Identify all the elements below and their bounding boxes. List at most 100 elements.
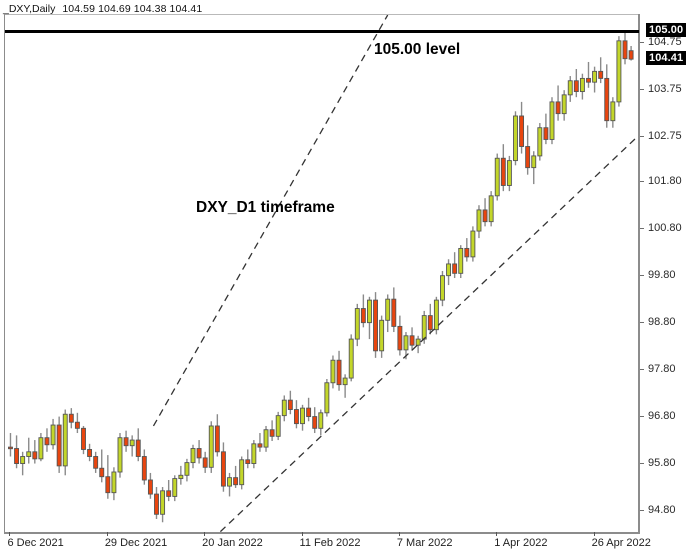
price-axis-line	[638, 14, 640, 533]
candle	[525, 125, 531, 175]
price-plot-area[interactable]	[4, 14, 639, 534]
candle	[318, 409, 324, 436]
candle	[573, 69, 579, 98]
date-axis-line	[4, 532, 640, 534]
candle	[506, 155, 512, 192]
candle	[391, 287, 397, 333]
date-tick	[593, 532, 595, 536]
candle	[446, 259, 452, 286]
candle	[616, 36, 622, 107]
candle	[306, 397, 312, 422]
candle	[141, 449, 147, 485]
candle	[166, 479, 172, 502]
date-tick	[9, 532, 11, 536]
price-label: 99.80	[648, 268, 676, 281]
price-label: 103.75	[648, 83, 682, 96]
candle	[476, 205, 482, 239]
candle	[26, 437, 32, 464]
date-tick	[398, 532, 400, 536]
candle	[488, 191, 494, 227]
date-tick	[496, 532, 498, 536]
candle	[360, 294, 366, 328]
candle	[287, 390, 293, 415]
candle	[56, 416, 62, 473]
date-axis[interactable]: 6 Dec 2021 29 Dec 2021 20 Jan 2022 11 Feb 2…	[0, 532, 692, 553]
candle	[111, 467, 117, 501]
candle	[519, 101, 525, 154]
date-label: 1 Apr 2022	[494, 537, 548, 549]
candle	[14, 435, 20, 469]
price-axis[interactable]: 105.00 104.75 104.41 103.75 102.75 101.80 100.…	[640, 0, 692, 553]
candle	[294, 400, 299, 429]
candle	[214, 414, 220, 457]
candle	[257, 433, 263, 452]
date-label: 26 Apr 2022	[591, 537, 651, 549]
candle	[598, 57, 604, 84]
candle	[281, 395, 287, 422]
price-tick	[640, 227, 644, 229]
candle	[99, 449, 105, 483]
candle	[586, 61, 591, 88]
candle	[513, 111, 518, 166]
candle	[62, 409, 68, 476]
date-tick	[106, 532, 108, 536]
candle	[440, 270, 445, 307]
price-tick	[640, 89, 644, 91]
candle	[87, 443, 93, 462]
symbol-timeframe-label: _DXY,Daily	[3, 3, 56, 15]
date-label: 6 Dec 2021	[7, 537, 64, 549]
candle	[105, 455, 111, 499]
candle	[537, 123, 543, 161]
candle	[500, 144, 506, 192]
price-label: 100.80	[648, 221, 682, 234]
price-label: 104.75	[648, 36, 682, 49]
price-tick	[640, 509, 644, 511]
candle	[208, 421, 214, 473]
candle	[604, 64, 610, 128]
candle	[330, 355, 336, 389]
candle	[367, 296, 372, 340]
candle	[8, 433, 13, 457]
candle	[531, 151, 537, 185]
candle	[190, 444, 196, 469]
candle	[622, 31, 628, 65]
candle	[172, 475, 178, 502]
candle	[239, 456, 245, 490]
candle	[458, 245, 464, 279]
chart-header: _DXY,Daily 104.59 104.69 104.38 104.41	[3, 2, 202, 16]
candle	[610, 97, 616, 128]
annotation-timeframe-text: DXY_D1 timeframe	[196, 199, 335, 216]
candle	[38, 433, 44, 462]
candle	[543, 113, 549, 145]
candle	[154, 487, 159, 519]
date-label: 20 Jan 2022	[202, 537, 263, 549]
price-tick	[640, 415, 644, 417]
candle	[74, 412, 80, 434]
date-tick	[204, 532, 206, 536]
candle	[68, 408, 74, 429]
candle	[555, 85, 561, 121]
price-tick	[640, 42, 644, 44]
price-tick	[640, 136, 644, 138]
price-label: 95.80	[648, 456, 676, 469]
candle	[178, 465, 184, 485]
candle	[233, 465, 239, 488]
candle	[93, 451, 99, 473]
price-label: 94.80	[648, 503, 676, 516]
candlestick-series	[8, 15, 639, 533]
candle	[403, 332, 409, 360]
annotation-level-text: 105.00 level	[374, 41, 461, 58]
price-tick	[640, 321, 644, 323]
date-label: 29 Dec 2021	[104, 537, 168, 549]
candle	[312, 407, 318, 434]
candle	[373, 292, 378, 358]
candle	[354, 303, 360, 347]
candle	[300, 404, 305, 431]
candle	[123, 430, 129, 452]
candle	[117, 433, 123, 478]
candle	[567, 76, 573, 102]
price-label-highlighted: 104.41	[646, 51, 687, 66]
candle	[147, 472, 153, 499]
price-label: 102.75	[648, 130, 682, 143]
